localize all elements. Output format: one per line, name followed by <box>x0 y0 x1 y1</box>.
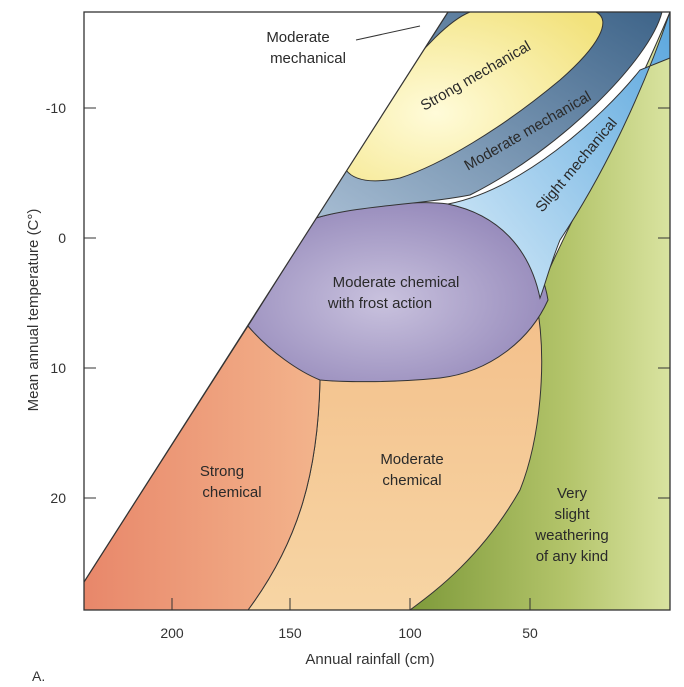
y-tick-label: 0 <box>58 230 66 246</box>
label-moderate-chemical-frost-line2: with frost action <box>327 295 432 312</box>
label-moderate-chemical-line1: Moderate <box>380 451 443 468</box>
zone-slight-mechanical <box>447 11 671 300</box>
zone-moderate-chemical-frost <box>247 202 549 383</box>
y-tick-label: 10 <box>50 360 66 376</box>
x-tick-label: 50 <box>522 625 538 641</box>
label-strong-chemical-line1: Strong <box>200 463 244 480</box>
label-very-slight-line2: slight <box>554 506 590 523</box>
y-axis: -10 0 10 20 Mean annual temperature (C°) <box>25 100 670 506</box>
label-strong-chemical-line2: chemical <box>202 484 261 501</box>
zone-strong-mechanical <box>345 11 604 182</box>
x-tick-label: 150 <box>278 625 302 641</box>
label-very-slight-line1: Very <box>557 485 588 502</box>
callout-moderate-mechanical-line2: mechanical <box>270 50 346 67</box>
y-axis-title: Mean annual temperature (C°) <box>25 209 42 412</box>
panel-label: A. <box>32 668 45 684</box>
label-moderate-chemical-line2: chemical <box>382 472 441 489</box>
label-moderate-chemical-frost-line1: Moderate chemical <box>333 274 460 291</box>
callout-leader <box>355 25 421 41</box>
x-tick-label: 200 <box>160 625 184 641</box>
label-very-slight-line4: of any kind <box>536 548 609 565</box>
x-tick-label: 100 <box>398 625 422 641</box>
plot-frame <box>83 11 671 611</box>
x-axis: 200 150 100 50 Annual rainfall (cm) <box>160 598 538 668</box>
boundary-line <box>83 11 449 583</box>
label-very-slight-line3: weathering <box>534 527 608 544</box>
y-tick-label: -10 <box>46 100 66 116</box>
y-tick-label: 20 <box>50 490 66 506</box>
x-axis-title: Annual rainfall (cm) <box>305 651 434 668</box>
callout-moderate-mechanical-line1: Moderate <box>266 29 329 46</box>
